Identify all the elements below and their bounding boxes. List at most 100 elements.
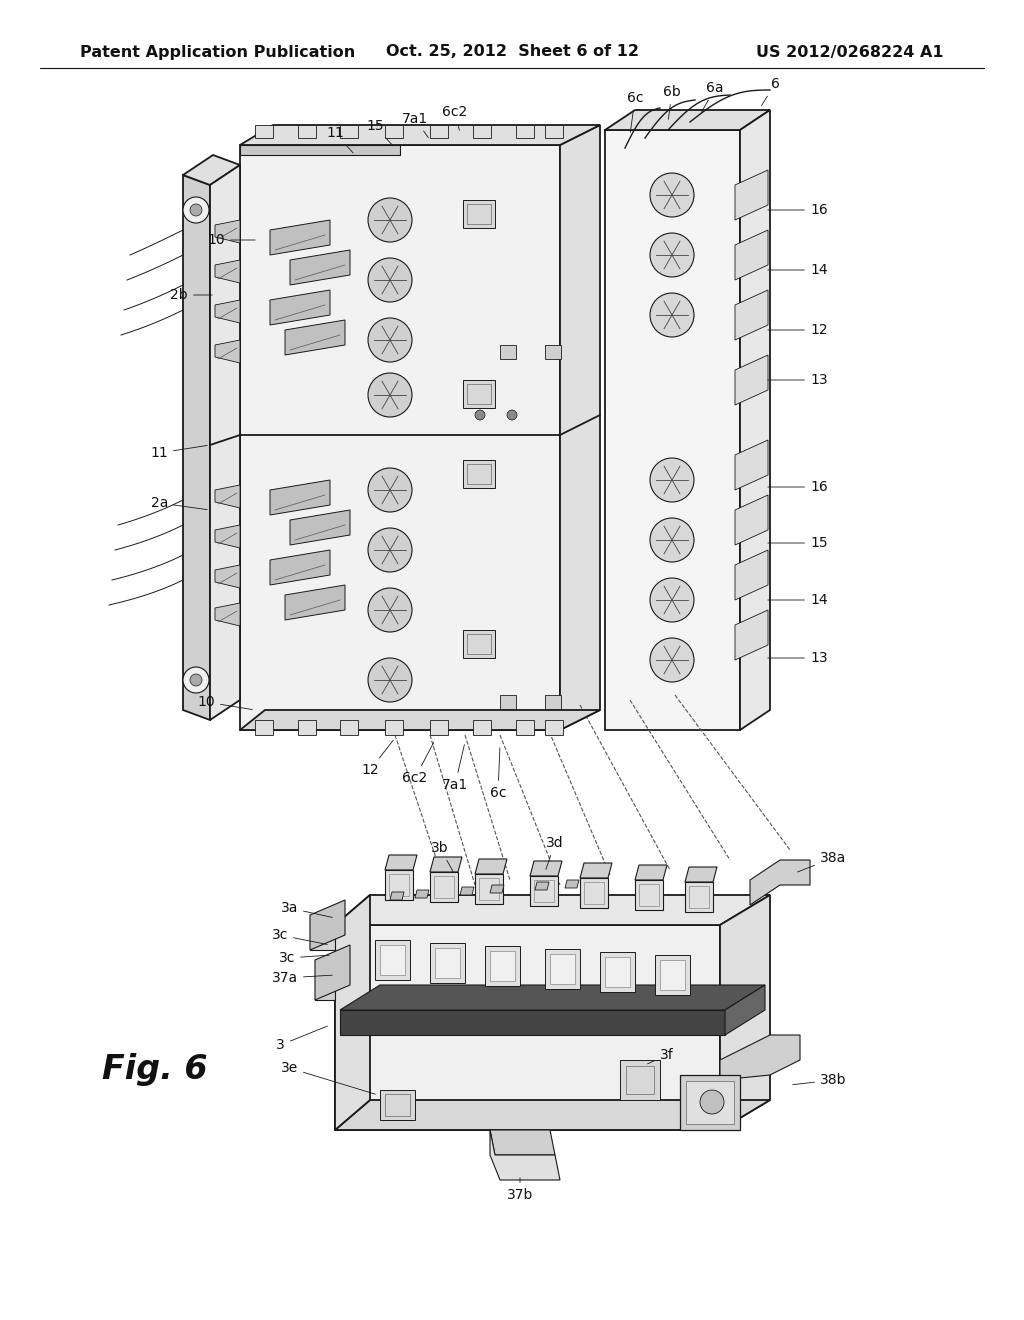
Polygon shape <box>430 942 465 983</box>
Polygon shape <box>545 345 561 359</box>
Polygon shape <box>463 380 495 408</box>
Polygon shape <box>430 857 462 873</box>
Polygon shape <box>463 459 495 488</box>
Polygon shape <box>460 887 474 895</box>
Text: 3c: 3c <box>279 950 330 965</box>
Text: 6: 6 <box>762 77 779 106</box>
Polygon shape <box>580 863 612 878</box>
Polygon shape <box>310 915 335 950</box>
Polygon shape <box>620 1060 660 1100</box>
Text: 15: 15 <box>768 536 827 550</box>
Polygon shape <box>380 1090 415 1119</box>
Polygon shape <box>215 220 240 243</box>
Polygon shape <box>210 165 240 719</box>
Polygon shape <box>660 960 685 990</box>
Polygon shape <box>335 895 370 1130</box>
Polygon shape <box>545 696 561 709</box>
Polygon shape <box>535 882 549 890</box>
Text: 13: 13 <box>768 651 827 665</box>
Circle shape <box>368 528 412 572</box>
Text: 6c2: 6c2 <box>402 742 434 785</box>
Polygon shape <box>315 945 350 1001</box>
Text: 3: 3 <box>276 1026 328 1052</box>
Text: 6c2: 6c2 <box>442 106 468 131</box>
Polygon shape <box>298 719 316 735</box>
Circle shape <box>650 578 694 622</box>
Polygon shape <box>335 925 720 1130</box>
Polygon shape <box>545 125 563 139</box>
Text: 38a: 38a <box>798 851 846 873</box>
Polygon shape <box>215 484 240 508</box>
Text: 3a: 3a <box>281 902 333 917</box>
Circle shape <box>650 293 694 337</box>
Polygon shape <box>485 946 520 986</box>
Text: 16: 16 <box>768 480 827 494</box>
Text: 10: 10 <box>208 234 255 247</box>
Text: 16: 16 <box>768 203 827 216</box>
Circle shape <box>650 173 694 216</box>
Polygon shape <box>565 880 579 888</box>
Circle shape <box>507 411 517 420</box>
Polygon shape <box>215 260 240 282</box>
Polygon shape <box>240 710 600 730</box>
Polygon shape <box>335 895 770 925</box>
Text: 15: 15 <box>367 119 393 147</box>
Text: Oct. 25, 2012  Sheet 6 of 12: Oct. 25, 2012 Sheet 6 of 12 <box>385 45 639 59</box>
Polygon shape <box>490 1130 560 1180</box>
Polygon shape <box>463 201 495 228</box>
Text: 3e: 3e <box>281 1061 376 1094</box>
Polygon shape <box>290 510 350 545</box>
Polygon shape <box>473 125 490 139</box>
Text: 2a: 2a <box>151 496 207 510</box>
Text: 37b: 37b <box>507 1177 534 1203</box>
Text: 6c: 6c <box>489 747 506 800</box>
Polygon shape <box>725 985 765 1035</box>
Polygon shape <box>285 319 345 355</box>
Text: 38b: 38b <box>793 1073 847 1086</box>
Polygon shape <box>605 129 740 730</box>
Text: 14: 14 <box>768 593 827 607</box>
Circle shape <box>650 638 694 682</box>
Polygon shape <box>740 110 770 730</box>
Text: 6a: 6a <box>701 81 724 112</box>
Polygon shape <box>463 630 495 657</box>
Text: 13: 13 <box>768 374 827 387</box>
Polygon shape <box>385 855 417 870</box>
Polygon shape <box>490 1130 555 1155</box>
Polygon shape <box>215 341 240 363</box>
Text: 12: 12 <box>361 741 393 777</box>
Polygon shape <box>215 603 240 626</box>
Polygon shape <box>475 874 503 904</box>
Polygon shape <box>183 176 210 719</box>
Circle shape <box>183 197 209 223</box>
Polygon shape <box>686 1081 734 1125</box>
Polygon shape <box>285 585 345 620</box>
Polygon shape <box>430 125 449 139</box>
Text: 3c: 3c <box>271 928 328 944</box>
Polygon shape <box>340 1010 725 1035</box>
Polygon shape <box>270 480 330 515</box>
Polygon shape <box>735 230 768 280</box>
Polygon shape <box>685 867 717 882</box>
Circle shape <box>650 458 694 502</box>
Polygon shape <box>215 525 240 548</box>
Text: 11: 11 <box>326 125 353 153</box>
Polygon shape <box>516 125 534 139</box>
Polygon shape <box>298 125 316 139</box>
Polygon shape <box>735 290 768 341</box>
Polygon shape <box>340 125 358 139</box>
Polygon shape <box>380 945 406 975</box>
Circle shape <box>368 657 412 702</box>
Polygon shape <box>550 954 575 983</box>
Polygon shape <box>685 882 713 912</box>
Polygon shape <box>655 954 690 995</box>
Polygon shape <box>473 719 490 735</box>
Polygon shape <box>530 876 558 906</box>
Polygon shape <box>310 900 345 950</box>
Polygon shape <box>340 719 358 735</box>
Polygon shape <box>340 985 765 1010</box>
Polygon shape <box>580 878 608 908</box>
Polygon shape <box>490 950 515 981</box>
Polygon shape <box>720 1035 800 1080</box>
Polygon shape <box>215 300 240 323</box>
